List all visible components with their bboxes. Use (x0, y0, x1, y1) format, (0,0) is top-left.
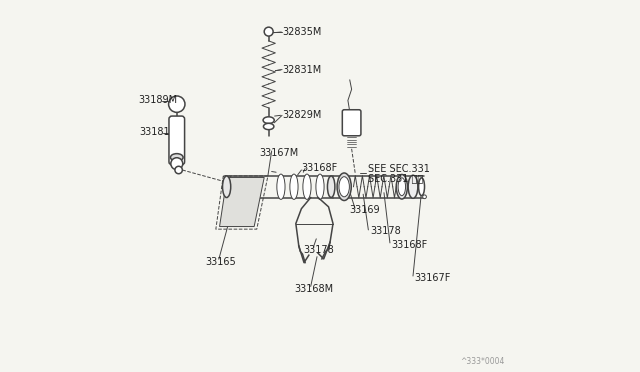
Text: 33178: 33178 (303, 245, 334, 255)
Text: 33167F: 33167F (415, 273, 451, 283)
Text: ^333*0004: ^333*0004 (460, 357, 504, 366)
Text: 33165: 33165 (205, 257, 236, 267)
Text: 32829M: 32829M (282, 110, 321, 120)
Circle shape (168, 96, 185, 112)
Circle shape (422, 195, 426, 199)
Text: 32835M: 32835M (283, 27, 322, 37)
Ellipse shape (264, 124, 274, 130)
Text: 32831M: 32831M (282, 65, 321, 75)
Text: 33168F: 33168F (392, 240, 428, 250)
Ellipse shape (263, 117, 275, 124)
Circle shape (264, 27, 273, 36)
Text: 33167M: 33167M (259, 148, 298, 157)
Text: 33178: 33178 (370, 227, 401, 236)
Ellipse shape (290, 174, 298, 199)
FancyBboxPatch shape (169, 116, 184, 165)
Text: SEE SEC.331: SEE SEC.331 (367, 164, 429, 174)
Ellipse shape (339, 177, 349, 197)
Text: 33168M: 33168M (294, 285, 334, 294)
FancyBboxPatch shape (342, 110, 361, 136)
Ellipse shape (277, 174, 285, 199)
Text: 33189M: 33189M (138, 95, 177, 105)
Ellipse shape (398, 178, 406, 196)
Text: SEC.331 参照: SEC.331 参照 (367, 173, 423, 183)
Text: 33169: 33169 (349, 205, 380, 215)
Ellipse shape (328, 176, 335, 198)
Text: 33168F: 33168F (301, 163, 338, 173)
Ellipse shape (337, 173, 351, 201)
Circle shape (175, 166, 182, 174)
Ellipse shape (316, 174, 324, 199)
Circle shape (171, 158, 183, 170)
Ellipse shape (223, 176, 230, 198)
Ellipse shape (408, 175, 418, 198)
Ellipse shape (170, 154, 183, 161)
Ellipse shape (303, 174, 311, 199)
Text: 33181: 33181 (140, 127, 170, 137)
Ellipse shape (419, 178, 424, 196)
Polygon shape (220, 177, 264, 227)
Ellipse shape (396, 174, 408, 199)
